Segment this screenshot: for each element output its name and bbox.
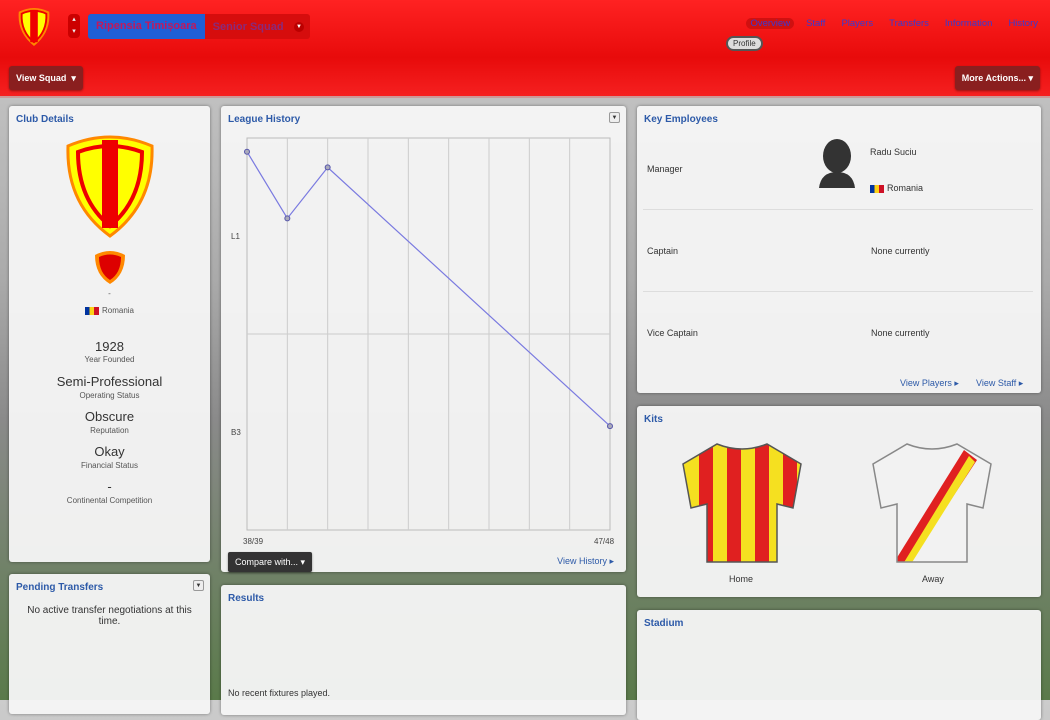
league-history-panel: League History ▼ L1 B3 38/39 47/48 Compare … bbox=[221, 106, 626, 572]
compare-label: Compare with... bbox=[235, 557, 299, 567]
captain-value: None currently bbox=[871, 246, 930, 256]
results-text: No recent fixtures played. bbox=[228, 688, 331, 698]
series-line bbox=[246, 151, 611, 427]
fact-value: - bbox=[107, 479, 112, 494]
x-tick-label: 47/48 bbox=[594, 537, 615, 546]
role-label: Captain bbox=[647, 246, 679, 256]
club-logo[interactable] bbox=[15, 6, 53, 48]
club-selector[interactable]: Ripensia Timișoara Senior Squad ▼ bbox=[88, 14, 310, 39]
nation-label: Romania bbox=[101, 306, 134, 315]
club-name[interactable]: Ripensia Timișoara bbox=[88, 14, 205, 39]
romania-flag-icon bbox=[870, 184, 884, 193]
view-players-link[interactable]: View Players ▸ bbox=[900, 378, 959, 388]
divider bbox=[643, 209, 1033, 210]
home-kit-label: Home bbox=[729, 574, 754, 584]
romania-flag-icon bbox=[84, 306, 99, 315]
nav-tabs: Overview Staff Players Transfers Informa… bbox=[746, 18, 1038, 29]
chevron-down-icon[interactable]: ▼ bbox=[294, 21, 304, 32]
fact-value: Semi-Professional bbox=[56, 374, 163, 389]
tab-history[interactable]: History bbox=[1008, 18, 1038, 29]
manager-name[interactable]: Radu Suciu bbox=[870, 147, 917, 157]
away-kit-label: Away bbox=[922, 574, 944, 584]
club-switch-arrows[interactable]: ▴ ▾ bbox=[68, 14, 80, 38]
compare-with-button[interactable]: Compare with... ▾ bbox=[228, 552, 313, 572]
fact-label: Operating Status bbox=[79, 391, 140, 400]
y-tick-label: B3 bbox=[231, 428, 241, 437]
chevron-down-icon[interactable]: ▼ bbox=[193, 580, 204, 591]
fact-label: Reputation bbox=[90, 426, 129, 435]
fact-value: Okay bbox=[94, 444, 125, 459]
league-history-chart: L1 B3 38/39 47/48 bbox=[231, 137, 615, 546]
club-small-crest bbox=[95, 251, 125, 284]
panel-title: League History bbox=[228, 114, 301, 125]
home-kit-shirt[interactable] bbox=[679, 440, 805, 564]
subtab-profile[interactable]: Profile bbox=[726, 36, 763, 51]
view-history-link[interactable]: View History ▸ bbox=[557, 556, 614, 566]
role-label: Manager bbox=[647, 164, 683, 174]
pending-text: No active transfer negotiations at this … bbox=[27, 605, 192, 627]
manager-silhouette-icon[interactable] bbox=[815, 138, 859, 188]
panel-title: Club Details bbox=[16, 114, 74, 125]
x-tick-label: 38/39 bbox=[243, 537, 264, 546]
view-squad-button[interactable]: View Squad ▾ bbox=[9, 66, 83, 90]
data-point bbox=[607, 423, 613, 430]
fact-label: Continental Competition bbox=[66, 496, 153, 505]
more-actions-label: More Actions... bbox=[961, 73, 1026, 83]
tab-overview[interactable]: Overview bbox=[746, 18, 795, 29]
view-history-label: View History bbox=[557, 556, 607, 566]
manager-nation: Romania bbox=[870, 183, 923, 193]
panel-title: Stadium bbox=[644, 618, 684, 629]
data-point bbox=[244, 148, 250, 155]
key-employees-panel: Key Employees Manager Radu Suciu Romania… bbox=[637, 106, 1041, 393]
kits-panel: Kits Home Away bbox=[637, 406, 1041, 597]
away-kit-shirt[interactable] bbox=[869, 440, 995, 564]
club-nation: Romania bbox=[9, 306, 210, 315]
y-tick-label: L1 bbox=[231, 232, 240, 241]
data-point bbox=[284, 215, 291, 222]
tab-information[interactable]: Information bbox=[944, 18, 993, 29]
panel-title: Pending Transfers bbox=[16, 582, 104, 593]
fact-label: Financial Status bbox=[81, 461, 138, 470]
panel-title: Kits bbox=[644, 414, 663, 425]
chevron-down-icon[interactable]: ▼ bbox=[609, 112, 620, 123]
more-actions-button[interactable]: More Actions... ▾ bbox=[954, 66, 1040, 90]
view-staff-link[interactable]: View Staff ▸ bbox=[976, 378, 1024, 388]
header: ▴ ▾ Ripensia Timișoara Senior Squad ▼ Vie… bbox=[0, 0, 1050, 98]
stadium-panel: Stadium bbox=[637, 610, 1041, 720]
divider bbox=[643, 291, 1033, 292]
results-panel: Results No recent fixtures played. bbox=[221, 585, 626, 715]
club-crest bbox=[66, 135, 154, 238]
view-staff-label: View Staff bbox=[976, 378, 1017, 388]
fact-label: Year Founded bbox=[84, 355, 135, 364]
tab-players[interactable]: Players bbox=[841, 18, 874, 29]
tab-transfers[interactable]: Transfers bbox=[889, 18, 929, 29]
view-players-label: View Players bbox=[900, 378, 952, 388]
pending-transfers-panel: Pending Transfers ▼ No active transfer n… bbox=[9, 574, 210, 714]
squad-name[interactable]: Senior Squad bbox=[212, 20, 284, 33]
role-label: Vice Captain bbox=[647, 328, 698, 338]
panel-title: Key Employees bbox=[644, 114, 718, 125]
tab-staff[interactable]: Staff bbox=[806, 18, 826, 29]
club-details-panel: Club Details - Romania 1928 Year Founded… bbox=[9, 106, 210, 562]
panel-title: Results bbox=[228, 593, 265, 604]
club-nickname: - bbox=[108, 289, 111, 298]
vice-captain-value: None currently bbox=[871, 328, 930, 338]
view-squad-label: View Squad bbox=[16, 73, 67, 83]
fact-value: 1928 bbox=[95, 339, 124, 354]
data-point bbox=[324, 164, 331, 171]
nation-label: Romania bbox=[887, 183, 924, 193]
fact-value: Obscure bbox=[84, 409, 135, 424]
